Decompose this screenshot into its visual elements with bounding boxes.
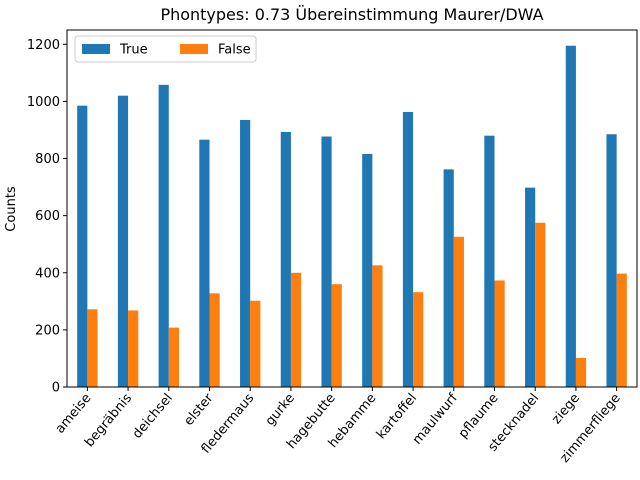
legend-label-true: True [119, 43, 148, 58]
legend-label-false: False [218, 43, 251, 58]
bar-false-elster [210, 293, 220, 387]
bar-true-hebamme [362, 154, 372, 387]
y-tick-label: 200 [35, 323, 60, 338]
bar-false-gurke [291, 273, 301, 387]
bar-true-deichsel [159, 85, 169, 387]
y-tick-label: 400 [35, 266, 60, 281]
y-tick-label: 0 [52, 381, 60, 396]
y-axis-label: Counts [4, 186, 19, 232]
bar-false-begräbnis [128, 310, 138, 387]
plot-area: 020040060080010001200ameisebegräbnisdeic… [27, 30, 637, 466]
bar-true-begräbnis [118, 96, 128, 387]
y-tick-label: 1000 [27, 95, 60, 110]
bar-false-ameise [87, 309, 97, 387]
x-tick-label-elster: elster [181, 390, 217, 428]
bar-false-fledermaus [250, 301, 260, 387]
bar-true-zimmerfliege [606, 134, 616, 387]
bar-true-elster [199, 140, 209, 387]
y-tick-label: 800 [35, 152, 60, 167]
legend: True False [75, 36, 256, 62]
y-tick-label: 1200 [27, 38, 60, 53]
axes-frame [67, 30, 637, 387]
bar-true-ameise [77, 106, 87, 387]
bar-false-pflaume [495, 280, 505, 387]
bar-false-kartoffel [413, 292, 423, 387]
bar-true-pflaume [484, 136, 494, 387]
bar-false-hebamme [372, 265, 382, 387]
bar-false-maulwurf [454, 237, 464, 387]
chart-title: Phontypes: 0.73 Übereinstimmung Maurer/D… [160, 5, 543, 24]
x-tick-label-ziege: ziege [549, 391, 583, 427]
legend-swatch-true [82, 44, 110, 54]
legend-swatch-false [180, 44, 208, 54]
bar-true-kartoffel [403, 112, 413, 387]
bar-true-gurke [281, 132, 291, 387]
bar-true-fledermaus [240, 120, 250, 387]
bar-false-deichsel [169, 328, 179, 387]
bar-true-maulwurf [444, 169, 454, 387]
x-tick-label-ameise: ameise [53, 391, 95, 437]
bar-false-zimmerfliege [617, 274, 627, 387]
bar-false-ziege [576, 358, 586, 387]
bar-false-stecknadel [535, 223, 545, 387]
bar-true-hagebutte [321, 137, 331, 387]
y-tick-label: 600 [35, 209, 60, 224]
x-tick-label-gurke: gurke [263, 391, 298, 429]
bar-true-ziege [566, 46, 576, 387]
x-tick-label-deichsel: deichsel [130, 391, 176, 442]
bar-false-hagebutte [332, 284, 342, 387]
bar-true-stecknadel [525, 188, 535, 387]
